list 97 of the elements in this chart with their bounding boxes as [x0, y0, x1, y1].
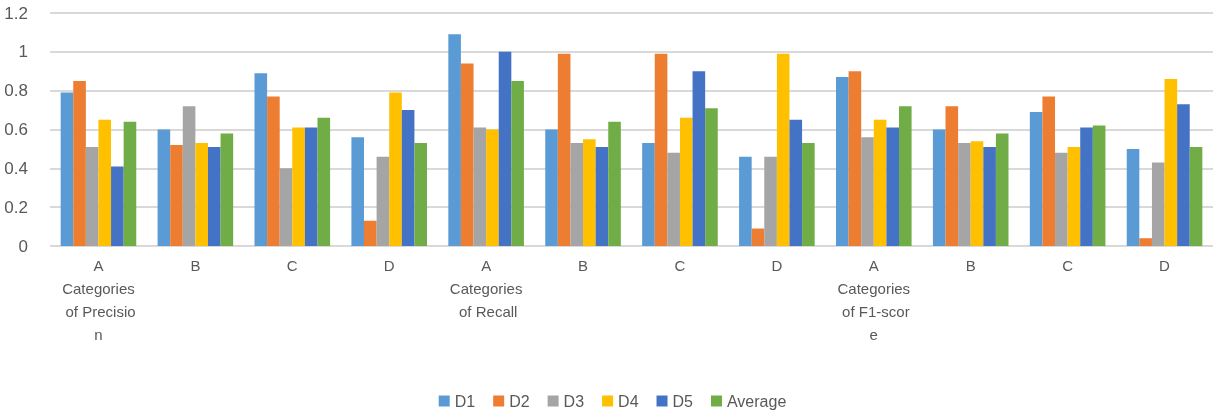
- bar: [739, 156, 752, 246]
- x-tick-label: B: [190, 257, 201, 274]
- bar: [970, 141, 984, 246]
- bar: [511, 80, 524, 246]
- bar: [1151, 162, 1165, 246]
- y-tick-label: 0.6: [4, 120, 28, 139]
- bar: [802, 143, 815, 246]
- y-tick-label: 1: [18, 42, 28, 62]
- bar: [873, 119, 887, 246]
- bar: [123, 121, 137, 246]
- bar: [498, 51, 512, 246]
- bar: [1080, 127, 1093, 246]
- bar: [545, 129, 558, 246]
- bar: [1164, 79, 1178, 246]
- bar: [414, 143, 428, 246]
- x-tick-label: C: [1062, 257, 1074, 274]
- bar: [85, 146, 99, 246]
- bar: [401, 110, 415, 246]
- bar: [60, 92, 74, 246]
- bar: [583, 139, 596, 246]
- y-tick-label: 0.2: [4, 197, 28, 217]
- x-tick-label: B: [965, 257, 976, 274]
- bar: [73, 80, 86, 246]
- bar: [932, 129, 946, 246]
- x-tick-label: D: [383, 257, 395, 274]
- bar: [861, 137, 874, 246]
- bar: [292, 127, 305, 246]
- bar: [692, 71, 706, 246]
- bar: [1139, 238, 1152, 246]
- bar: [835, 77, 849, 246]
- legend-label: D5: [672, 392, 694, 410]
- bar: [170, 145, 183, 246]
- x-tick-label: C: [286, 257, 298, 274]
- bar: [207, 146, 221, 246]
- bar: [195, 143, 208, 246]
- bar: [679, 117, 693, 246]
- y-tick-label: 1.2: [4, 3, 28, 23]
- bar: [764, 156, 777, 246]
- bar: [317, 117, 331, 246]
- bar: [220, 133, 234, 246]
- y-tick-label: 0.4: [4, 158, 28, 178]
- x-tick-label: A Categories of Precision: [61, 257, 136, 343]
- bar: [473, 127, 487, 246]
- bar: [886, 127, 899, 246]
- bar: [570, 143, 584, 246]
- bar: [157, 129, 171, 246]
- bar: [654, 53, 668, 246]
- y-tick-label: 0: [18, 236, 28, 256]
- bar: [608, 121, 621, 246]
- bar: [705, 108, 718, 246]
- bar: [983, 146, 996, 246]
- x-tick-label: D: [1159, 257, 1171, 274]
- bar: [945, 106, 959, 246]
- bar: [898, 106, 912, 246]
- x-tick-label: C: [674, 257, 686, 274]
- legend-label: D4: [618, 392, 639, 410]
- legend-label: Average: [726, 392, 787, 410]
- bar: [460, 63, 474, 246]
- bar: [267, 96, 280, 246]
- bar: [448, 34, 461, 246]
- bar: [789, 119, 803, 246]
- bar: [557, 53, 571, 246]
- bar: [1126, 148, 1140, 246]
- bar: [1042, 96, 1056, 246]
- bar: [1067, 146, 1081, 246]
- bar: [254, 73, 268, 246]
- y-tick-label: 0.8: [4, 81, 28, 101]
- bar: [995, 133, 1009, 246]
- bar: [1177, 104, 1190, 246]
- bar: [848, 71, 862, 246]
- legend-label: D1: [454, 392, 476, 410]
- x-tick-label: A Categories of Recall: [449, 257, 523, 320]
- bar: [1092, 125, 1106, 246]
- bar: [364, 220, 377, 246]
- bar: [111, 166, 124, 246]
- x-tick-label: D: [771, 257, 783, 274]
- bar: [279, 168, 293, 246]
- legend-label: D3: [563, 392, 585, 410]
- bar: [642, 143, 655, 246]
- bar: [304, 127, 318, 246]
- bar: [98, 119, 112, 246]
- legend-label: D2: [509, 392, 530, 410]
- bar: [595, 146, 609, 246]
- x-tick-label: A Categories of F1-score: [837, 257, 911, 343]
- bar: [1189, 146, 1203, 246]
- bar: [667, 152, 680, 246]
- bar: [486, 129, 499, 246]
- bar: [351, 137, 365, 246]
- x-tick-label: B: [578, 257, 589, 274]
- bar: [1055, 152, 1068, 246]
- bar: [1029, 112, 1043, 246]
- bar: [376, 156, 390, 246]
- bar: [389, 92, 402, 246]
- bar: [182, 106, 196, 246]
- bar: [958, 143, 971, 246]
- bar: [776, 53, 790, 246]
- bar: [751, 228, 765, 246]
